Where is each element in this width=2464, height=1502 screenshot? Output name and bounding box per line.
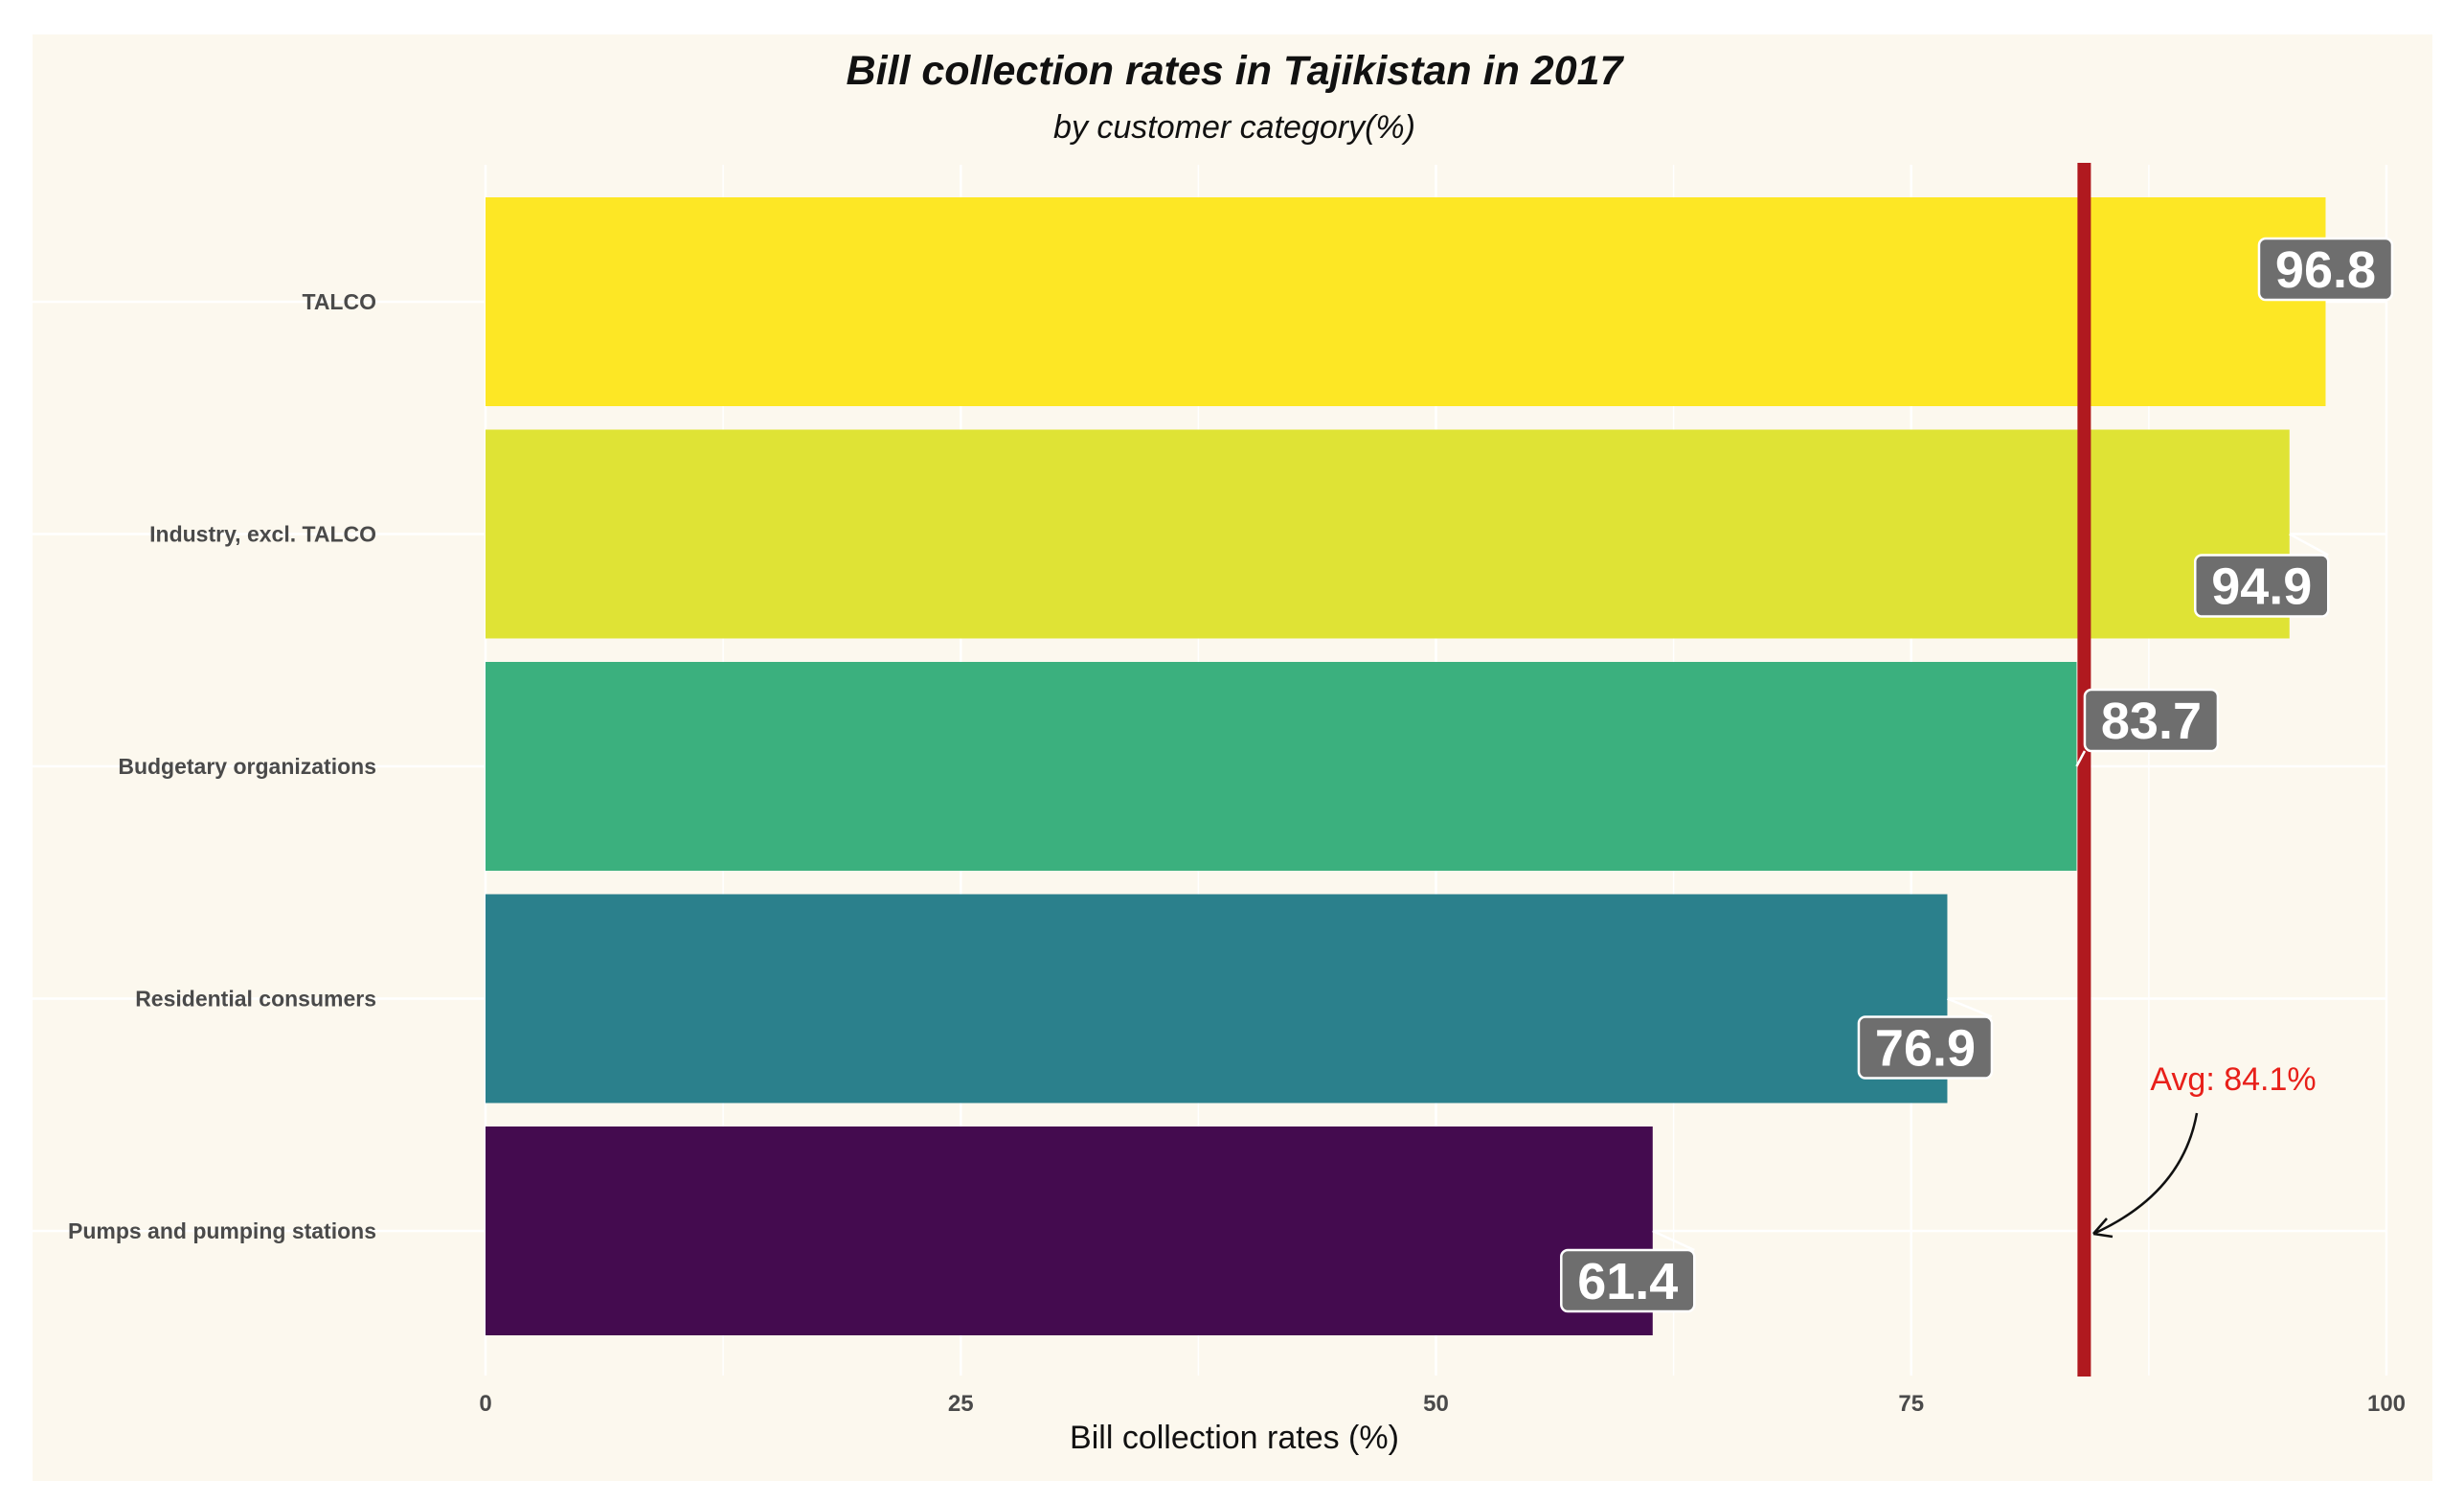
bar [486,1126,1653,1335]
value-label-box [2083,688,2220,753]
category-label: Pumps and pumping stations [68,1218,376,1243]
value-label: 96.8 [2275,241,2376,299]
avg-annotation: Avg: 84.1% [2150,1061,2316,1098]
value-label: 76.9 [1875,1020,1976,1078]
avg-arrow [2092,1112,2199,1236]
bar [486,197,2326,406]
reference-line [2077,163,2199,1377]
x-tick-label: 50 [1423,1391,1449,1417]
bar [486,429,2290,639]
bar-chart: 0 25 50 75 100 TALCO Industry, excl. TALCO Budg… [33,48,2406,1456]
x-tick-label: 100 [2367,1391,2406,1417]
bar [486,894,1948,1104]
chart-title: Bill collection rates in Tajikistan in 2… [847,48,1625,94]
chart-subtitle: by customer category(%) [1053,109,1415,146]
value-labels: 96.8 94.9 83.7 76.9 61.4 [1560,237,2394,1313]
x-tick-label: 0 [479,1391,491,1417]
label-leader [2075,750,2087,767]
value-label-box [1560,1248,1696,1313]
value-label: 94.9 [2211,558,2312,616]
chart-panel: 0 25 50 75 100 TALCO Industry, excl. TALCO Budg… [33,34,2432,1481]
bars [486,197,2326,1335]
category-label: Industry, excl. TALCO [149,522,376,547]
avg-line [2077,163,2091,1377]
avg-arrowhead [2092,1218,2114,1239]
label-leader [2289,533,2329,557]
label-leader [1946,997,1993,1018]
value-label-box [2194,554,2330,618]
category-label: Residential consumers [135,987,376,1012]
value-label-box [1857,1015,1994,1080]
value-label: 61.4 [1577,1253,1678,1310]
x-axis-label: Bill collection rates (%) [1070,1420,1399,1456]
value-label-box [2257,237,2394,302]
label-leader [1652,1229,1695,1252]
x-tick-label: 25 [948,1391,974,1417]
category-label: TALCO [302,289,376,314]
category-label: Budgetary organizations [118,754,376,779]
bar [486,662,2077,871]
x-tick-label: 75 [1898,1391,1924,1417]
value-label: 83.7 [2101,693,2202,750]
